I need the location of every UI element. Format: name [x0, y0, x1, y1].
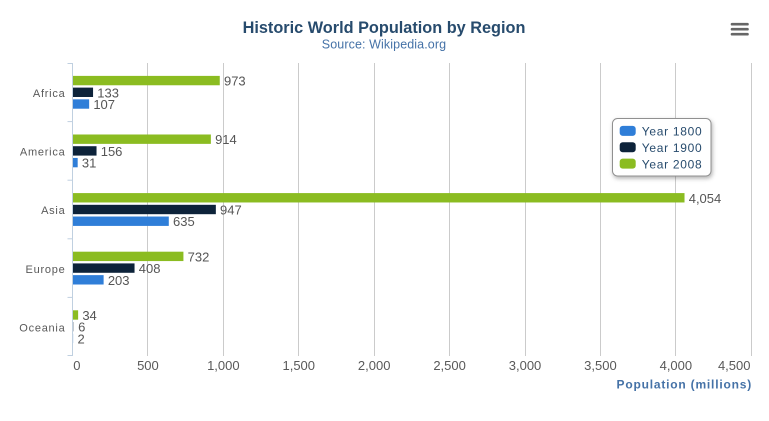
svg-text:Oceania: Oceania	[19, 322, 65, 334]
svg-text:914: 914	[215, 132, 237, 147]
svg-text:4,000: 4,000	[660, 358, 693, 373]
svg-text:Africa: Africa	[33, 88, 66, 100]
svg-text:America: America	[20, 147, 66, 159]
svg-text:31: 31	[82, 156, 96, 171]
svg-text:2,500: 2,500	[433, 358, 466, 373]
svg-text:408: 408	[139, 261, 161, 276]
svg-text:3,000: 3,000	[509, 358, 542, 373]
svg-text:Europe: Europe	[26, 264, 66, 276]
svg-text:107: 107	[93, 97, 115, 112]
svg-text:Historic World Population by R: Historic World Population by Region	[243, 19, 526, 37]
svg-text:Asia: Asia	[41, 205, 66, 217]
svg-text:156: 156	[101, 144, 123, 159]
svg-text:2,000: 2,000	[358, 358, 391, 373]
svg-text:732: 732	[188, 249, 210, 264]
svg-text:4,500: 4,500	[718, 358, 751, 373]
svg-text:4,054: 4,054	[689, 191, 722, 206]
svg-text:203: 203	[108, 273, 130, 288]
svg-text:1,000: 1,000	[207, 358, 240, 373]
svg-text:2: 2	[78, 331, 85, 346]
svg-text:973: 973	[224, 74, 246, 89]
svg-text:1,500: 1,500	[282, 358, 315, 373]
svg-text:0: 0	[73, 358, 80, 373]
svg-text:Population (millions): Population (millions)	[617, 378, 752, 392]
svg-text:Source: Wikipedia.org: Source: Wikipedia.org	[322, 37, 446, 51]
svg-text:635: 635	[173, 214, 195, 229]
svg-text:3,500: 3,500	[584, 358, 617, 373]
svg-text:Year 2008: Year 2008	[642, 157, 703, 171]
svg-text:500: 500	[137, 358, 159, 373]
svg-text:Year 1900: Year 1900	[642, 141, 703, 155]
svg-text:Year 1800: Year 1800	[642, 125, 703, 139]
svg-text:947: 947	[220, 203, 242, 218]
